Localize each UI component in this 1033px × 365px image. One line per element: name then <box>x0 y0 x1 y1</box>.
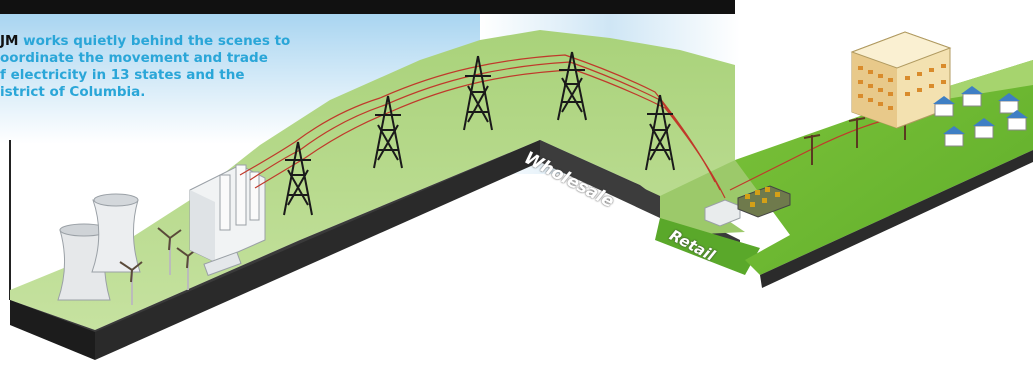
houses <box>933 86 1028 147</box>
substation <box>704 185 791 227</box>
cooling-towers <box>57 193 141 301</box>
transmission-towers <box>283 51 675 216</box>
front-wall <box>10 300 95 360</box>
wholesale-ground <box>10 30 735 330</box>
wind-turbines <box>119 227 199 305</box>
top-border <box>0 0 735 14</box>
retail-strip <box>655 218 760 275</box>
caption-text: works quietly behind the scenes to oordi… <box>0 33 291 100</box>
retail-field <box>735 60 1033 275</box>
retail-field-edge <box>760 150 1033 288</box>
intro-caption: JM works quietly behind the scenes to oo… <box>0 33 400 101</box>
step-wall <box>540 140 660 218</box>
front-wall-long <box>95 140 540 360</box>
caption-brand: JM <box>0 33 19 49</box>
power-plant <box>189 164 266 277</box>
